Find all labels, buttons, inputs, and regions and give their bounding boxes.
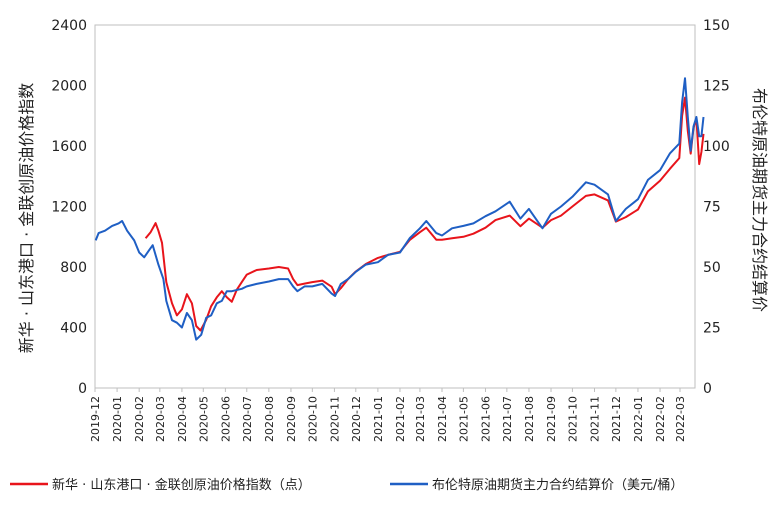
x-tick-label: 2020-06 bbox=[219, 396, 232, 442]
x-tick-label: 2021-09 bbox=[545, 396, 558, 442]
y-right-tick-label: 0 bbox=[703, 381, 712, 397]
x-tick-label: 2020-03 bbox=[154, 396, 167, 442]
x-tick-label: 2021-08 bbox=[523, 396, 536, 442]
x-tick-label: 2019-12 bbox=[89, 396, 102, 442]
x-tick-label: 2022-01 bbox=[632, 396, 645, 442]
x-tick-label: 2020-02 bbox=[133, 396, 146, 442]
legend-label-brent: 布伦特原油期货主力合约结算价（美元/桶） bbox=[432, 477, 683, 493]
x-tick-label: 2020-09 bbox=[285, 396, 298, 442]
x-tick-label: 2020-10 bbox=[306, 396, 319, 442]
y-right-tick-label: 150 bbox=[703, 18, 730, 34]
y-left-tick-label: 2400 bbox=[51, 18, 87, 34]
y-left-tick-label: 1600 bbox=[51, 139, 87, 155]
y-left-tick-label: 1200 bbox=[51, 200, 87, 216]
x-axis-ticks: 2019-12 2020-01 2020-02 2020-03 2020-04 2020-… bbox=[89, 388, 687, 442]
x-tick-label: 2021-12 bbox=[610, 396, 623, 442]
x-tick-label: 2020-11 bbox=[328, 396, 341, 442]
x-tick-label: 2021-01 bbox=[372, 396, 385, 442]
y-right-tick-label: 100 bbox=[703, 139, 730, 155]
y-left-tick-label: 0 bbox=[78, 381, 87, 397]
x-tick-label: 2021-07 bbox=[501, 396, 514, 442]
x-tick-label: 2022-03 bbox=[674, 396, 687, 442]
left-axis-ticks: 0 400 800 1200 1600 2000 2400 bbox=[51, 18, 87, 397]
y-left-tick-label: 800 bbox=[60, 260, 87, 276]
x-tick-label: 2020-04 bbox=[176, 396, 189, 442]
series-line-brent bbox=[94, 77, 705, 341]
right-axis-ticks: 0 25 50 75 100 125 150 bbox=[703, 18, 730, 397]
plot-frame bbox=[94, 24, 696, 389]
x-tick-label: 2020-07 bbox=[241, 396, 254, 442]
y-axis-left-label: 新华 · 山东港口 · 金联创原油价格指数 bbox=[17, 83, 36, 354]
series-layer bbox=[94, 77, 705, 341]
y-right-tick-label: 50 bbox=[703, 260, 721, 276]
x-tick-label: 2020-12 bbox=[350, 396, 363, 442]
x-tick-label: 2021-03 bbox=[414, 396, 427, 442]
x-tick-label: 2020-08 bbox=[263, 396, 276, 442]
y-axis-right-label: 布伦特原油期货主力合约结算价 bbox=[750, 88, 769, 312]
x-tick-label: 2020-01 bbox=[111, 396, 124, 442]
x-tick-label: 2021-02 bbox=[394, 396, 407, 442]
series-line-index bbox=[144, 96, 705, 332]
x-tick-label: 2020-05 bbox=[197, 396, 210, 442]
x-tick-label: 2021-10 bbox=[566, 396, 579, 442]
legend-label-index: 新华 · 山东港口 · 金联创原油价格指数（点） bbox=[52, 477, 311, 493]
x-tick-label: 2021-05 bbox=[457, 396, 470, 442]
y-left-tick-label: 2000 bbox=[51, 79, 87, 95]
legend: 新华 · 山东港口 · 金联创原油价格指数（点） 布伦特原油期货主力合约结算价（… bbox=[10, 477, 683, 493]
x-tick-label: 2021-11 bbox=[588, 396, 601, 442]
y-right-tick-label: 25 bbox=[703, 321, 721, 337]
x-tick-label: 2021-04 bbox=[436, 396, 449, 442]
x-tick-label: 2022-02 bbox=[654, 396, 667, 442]
y-right-tick-label: 125 bbox=[703, 79, 730, 95]
y-left-tick-label: 400 bbox=[60, 321, 87, 337]
y-right-tick-label: 75 bbox=[703, 200, 721, 216]
x-tick-label: 2021-06 bbox=[479, 396, 492, 442]
